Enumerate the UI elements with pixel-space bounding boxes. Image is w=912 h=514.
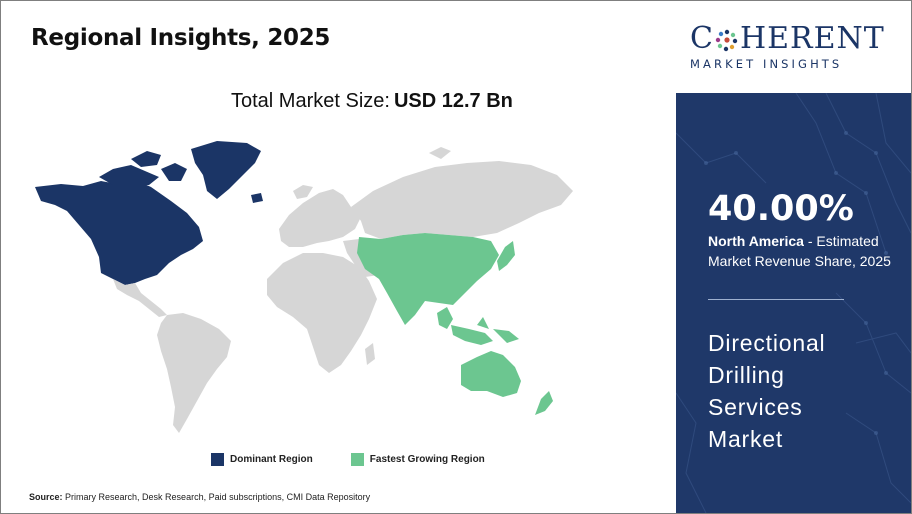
market-share-description: North America - Estimated Market Revenue… bbox=[708, 231, 908, 271]
market-size-value: USD 12.7 Bn bbox=[393, 90, 513, 112]
source-label: Source: bbox=[29, 492, 63, 502]
market-name-line-2: Drilling bbox=[708, 362, 785, 388]
legend-label-dominant: Dominant Region bbox=[230, 454, 313, 465]
logo-name-suffix: HERENT bbox=[739, 21, 885, 56]
market-name: Directional Drilling Services Market bbox=[708, 327, 898, 455]
market-share-value: 40.00% bbox=[708, 189, 854, 229]
logo-wordmark: C HERENT bbox=[690, 21, 885, 56]
map-region-north-america bbox=[35, 141, 263, 285]
map-legend: Dominant Region Fastest Growing Region bbox=[211, 453, 523, 466]
background-pattern bbox=[676, 93, 911, 513]
market-name-line-1: Directional bbox=[708, 330, 826, 356]
page-title: Regional Insights, 2025 bbox=[31, 25, 331, 51]
company-logo: C HERENT MARKET INSIGHTS bbox=[676, 1, 911, 93]
legend-item-fastest: Fastest Growing Region bbox=[350, 453, 485, 466]
summary-panel: C HERENT MARKET INSIGHTS bbox=[676, 1, 911, 513]
legend-swatch-fastest bbox=[350, 453, 364, 466]
share-description-text: - Estimated Market Revenue Share, 2025 bbox=[708, 233, 891, 269]
highlight-panel: 40.00% North America - Estimated Market … bbox=[676, 93, 911, 513]
map-region-asia-pacific bbox=[357, 233, 553, 415]
map-region-latin-america bbox=[113, 279, 231, 433]
regional-insights-section: Regional Insights, 2025 Total Market Siz… bbox=[1, 1, 675, 513]
market-name-line-3: Services bbox=[708, 394, 803, 420]
market-size-label: Total Market Size: bbox=[231, 90, 390, 112]
market-name-line-4: Market bbox=[708, 426, 784, 452]
panel-divider bbox=[708, 299, 844, 300]
source-note: Source: Primary Research, Desk Research,… bbox=[29, 492, 370, 502]
legend-label-fastest: Fastest Growing Region bbox=[369, 454, 485, 465]
logo-name-prefix: C bbox=[690, 21, 714, 56]
dominant-region-name: North America bbox=[708, 233, 804, 249]
logo-dots-icon bbox=[715, 29, 738, 51]
total-market-size: Total Market Size: USD 12.7 Bn bbox=[231, 90, 513, 113]
legend-item-dominant: Dominant Region bbox=[211, 453, 313, 466]
logo-tagline: MARKET INSIGHTS bbox=[690, 57, 843, 71]
world-map bbox=[35, 141, 573, 433]
map-region-emea bbox=[267, 147, 573, 373]
source-text: Primary Research, Desk Research, Paid su… bbox=[65, 492, 371, 502]
legend-swatch-dominant bbox=[211, 453, 224, 466]
